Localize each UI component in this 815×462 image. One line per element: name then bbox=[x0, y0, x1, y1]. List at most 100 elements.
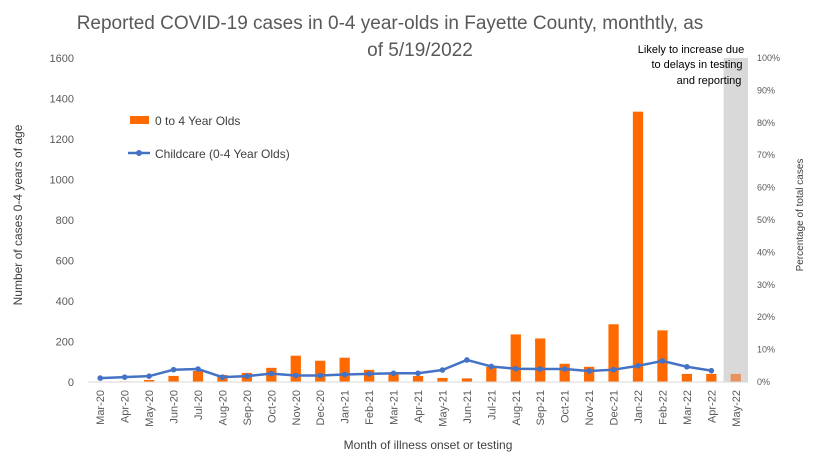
y-right-tick-70%: 70% bbox=[757, 150, 775, 160]
line-point-Mar-22 bbox=[684, 363, 690, 370]
line-point-Jan-22 bbox=[635, 363, 641, 369]
delay-shading-group bbox=[723, 58, 748, 382]
x-tick-Jan-21: Jan-21 bbox=[340, 390, 352, 424]
line-point-Jul-21 bbox=[488, 363, 495, 370]
line-point-Aug-21 bbox=[512, 365, 519, 372]
y-tick-800: 800 bbox=[56, 215, 74, 227]
bar-Jan-22 bbox=[632, 111, 644, 382]
bar-Jul-20 bbox=[192, 370, 204, 382]
x-tick-May-21: May-21 bbox=[437, 390, 449, 427]
line-point-Apr-21 bbox=[415, 370, 421, 377]
y-axis-label: Number of cases 0-4 years of age bbox=[11, 124, 25, 305]
bar-May-20 bbox=[143, 379, 155, 382]
annotation-line-1: Likely to increase due bbox=[638, 44, 744, 56]
bar-Jun-20 bbox=[168, 375, 179, 382]
line-point-Jan-21 bbox=[341, 371, 348, 378]
chart-title-line-1: Reported COVID-19 cases in 0-4 year-olds… bbox=[77, 13, 704, 34]
line-point-Jul-20 bbox=[195, 366, 201, 372]
x-tick-May-20: May-20 bbox=[144, 390, 156, 427]
bar-Feb-22 bbox=[657, 330, 668, 382]
chart-title-line-2: of 5/19/2022 bbox=[367, 40, 473, 61]
line-point-Sep-20 bbox=[244, 373, 250, 379]
legend-label-line: Childcare (0-4 Year Olds) bbox=[155, 147, 290, 161]
line-series-group bbox=[97, 357, 715, 381]
x-tick-Oct-21: Oct-21 bbox=[560, 390, 572, 423]
line-point-Nov-21 bbox=[586, 368, 592, 374]
bar-May-21 bbox=[437, 377, 448, 382]
x-tick-Apr-20: Apr-20 bbox=[120, 390, 132, 423]
x-tick-May-22: May-22 bbox=[731, 390, 743, 427]
line-point-May-21 bbox=[439, 367, 446, 373]
y-tick-1000: 1000 bbox=[50, 175, 74, 187]
bar-Jan-21 bbox=[339, 357, 350, 382]
y-ticks-right-group: 0% 10% 20% 30% 40% 50% 60% 70% 80% 90% 100% bbox=[757, 53, 780, 387]
bar-Sep-21 bbox=[535, 338, 546, 382]
y-right-tick-60%: 60% bbox=[757, 183, 775, 193]
line-point-Dec-20 bbox=[317, 372, 324, 379]
y-tick-200: 200 bbox=[56, 337, 74, 349]
bar-Oct-21 bbox=[559, 363, 570, 382]
line-point-Feb-21 bbox=[366, 371, 372, 377]
annotation-line-2: to delays in testing bbox=[651, 59, 742, 71]
bar-Mar-21 bbox=[388, 372, 399, 382]
y-tick-0: 0 bbox=[68, 377, 74, 389]
x-tick-Oct-20: Oct-20 bbox=[266, 390, 278, 423]
line-point-Oct-20 bbox=[268, 370, 275, 377]
delay-shade-rect bbox=[723, 58, 748, 382]
bar-Aug-21 bbox=[510, 334, 521, 382]
y-right-tick-30%: 30% bbox=[757, 280, 775, 290]
x-tick-Apr-21: Apr-21 bbox=[413, 390, 425, 423]
x-tick-Mar-20: Mar-20 bbox=[95, 390, 107, 425]
y-right-tick-10%: 10% bbox=[757, 345, 775, 355]
y-tick-600: 600 bbox=[56, 256, 74, 268]
x-tick-Jun-21: Jun-21 bbox=[462, 390, 474, 424]
line-point-Nov-20 bbox=[292, 372, 299, 379]
bar-Apr-22 bbox=[706, 373, 717, 382]
y-right-tick-0%: 0% bbox=[757, 377, 770, 387]
bar-Nov-21 bbox=[583, 366, 595, 382]
x-tick-Dec-20: Dec-20 bbox=[315, 390, 327, 425]
annotation: Likely to increase due to delays in test… bbox=[638, 44, 744, 87]
bar-Dec-21 bbox=[608, 324, 619, 382]
annotation-line-3: and reporting bbox=[677, 75, 742, 87]
y-right-tick-50%: 50% bbox=[757, 215, 775, 225]
x-tick-Sep-20: Sep-20 bbox=[242, 390, 254, 425]
y-tick-1200: 1200 bbox=[50, 134, 74, 146]
line-point-Dec-21 bbox=[610, 366, 617, 373]
x-tick-Dec-21: Dec-21 bbox=[609, 390, 621, 425]
legend: 0 to 4 Year Olds Childcare (0-4 Year Old… bbox=[128, 114, 290, 161]
line-point-Aug-20 bbox=[219, 374, 226, 380]
line-point-Jun-21 bbox=[464, 357, 470, 363]
x-tick-Feb-22: Feb-22 bbox=[657, 390, 669, 425]
bar-May-22 bbox=[730, 373, 741, 382]
y-ticks-group: 0 200 400 600 800 1000 1200 1400 1600 bbox=[50, 53, 74, 389]
bar-Nov-20 bbox=[290, 355, 301, 382]
y-right-tick-90%: 90% bbox=[757, 85, 775, 95]
bar-Mar-22 bbox=[681, 373, 693, 382]
y-tick-1400: 1400 bbox=[50, 94, 74, 106]
x-ticks-group: Mar-20 Apr-20 May-20 Jun-20 Jul-20 Aug-20 Sep-… bbox=[95, 390, 743, 427]
x-tick-Jul-20: Jul-20 bbox=[193, 390, 205, 420]
x-tick-Aug-21: Aug-21 bbox=[511, 390, 523, 425]
line-point-Mar-20 bbox=[97, 375, 104, 381]
bar-Jun-21 bbox=[461, 378, 473, 382]
y-right-tick-80%: 80% bbox=[757, 118, 775, 128]
x-tick-Jun-20: Jun-20 bbox=[169, 390, 181, 424]
x-tick-Mar-22: Mar-22 bbox=[682, 390, 694, 425]
legend-line-marker bbox=[136, 150, 142, 156]
x-tick-Mar-21: Mar-21 bbox=[389, 390, 401, 425]
x-axis-label: Month of illness onset or testing bbox=[344, 438, 513, 452]
legend-label-bars: 0 to 4 Year Olds bbox=[155, 114, 240, 128]
y-right-tick-100%: 100% bbox=[757, 53, 780, 63]
line-point-Jun-20 bbox=[170, 366, 177, 373]
childcare-line bbox=[100, 358, 712, 380]
bar-Apr-21 bbox=[412, 375, 424, 382]
y-tick-1600: 1600 bbox=[50, 53, 74, 65]
x-tick-Apr-22: Apr-22 bbox=[706, 390, 718, 423]
line-point-Apr-20 bbox=[121, 374, 128, 380]
legend-swatch-bars bbox=[130, 116, 149, 124]
bar-Dec-20 bbox=[315, 360, 326, 382]
x-tick-Nov-20: Nov-20 bbox=[291, 390, 303, 425]
